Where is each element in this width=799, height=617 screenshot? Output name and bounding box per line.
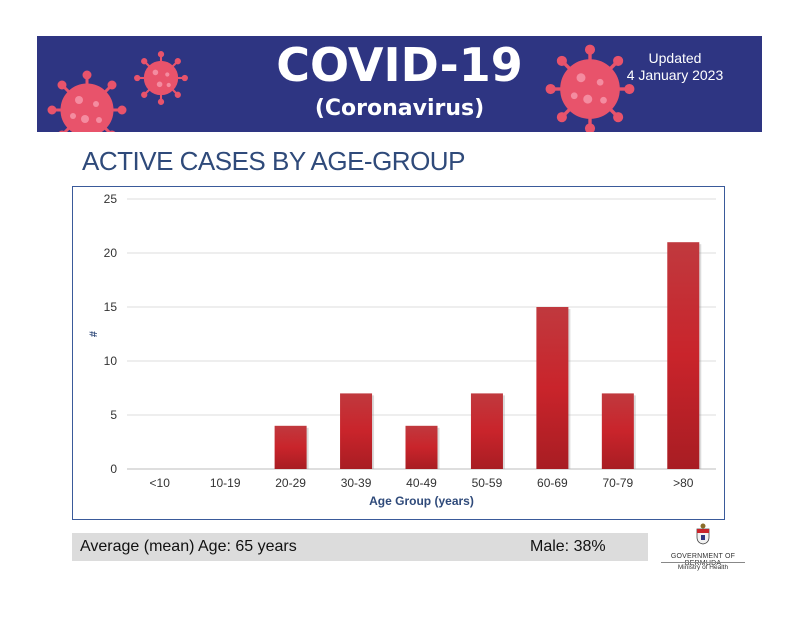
banner-title: COVID-19 bbox=[276, 38, 523, 92]
updated-value: 4 January 2023 bbox=[626, 67, 724, 83]
bar bbox=[601, 393, 634, 469]
x-tick-label: 70-79 bbox=[602, 476, 633, 490]
government-name: GOVERNMENT OF BERMUDA bbox=[670, 553, 736, 567]
x-tick-label: 50-59 bbox=[472, 476, 503, 490]
updated-date: Updated 4 January 2023 bbox=[610, 50, 740, 84]
virus-icon bbox=[47, 70, 127, 132]
bar bbox=[536, 307, 569, 469]
x-tick-label: 20-29 bbox=[275, 476, 306, 490]
virus-icon bbox=[134, 51, 188, 105]
average-age-text: Average (mean) Age: 65 years bbox=[80, 538, 297, 555]
x-tick-label: 60-69 bbox=[537, 476, 568, 490]
x-tick-label: 10-19 bbox=[210, 476, 241, 490]
y-tick-label: 10 bbox=[104, 354, 118, 368]
bar bbox=[274, 425, 307, 469]
ministry-name: Ministry of Health bbox=[677, 564, 729, 571]
bar bbox=[405, 425, 438, 469]
male-percentage-text: Male: 38% bbox=[530, 538, 606, 555]
government-logo: GOVERNMENT OF BERMUDA Ministry of Health bbox=[657, 523, 749, 573]
virus-icon bbox=[545, 44, 635, 132]
updated-label: Updated bbox=[648, 50, 702, 66]
bar bbox=[667, 242, 700, 469]
crest-icon bbox=[696, 523, 710, 545]
y-tick-label: 0 bbox=[110, 462, 117, 476]
info-bar: Average (mean) Age: 65 years Male: 38% bbox=[72, 533, 648, 561]
x-tick-label: 30-39 bbox=[341, 476, 372, 490]
section-title: ACTIVE CASES BY AGE-GROUP bbox=[82, 146, 465, 176]
y-axis-label: # bbox=[88, 331, 100, 337]
bar bbox=[470, 393, 503, 469]
logo-divider bbox=[661, 562, 745, 563]
y-tick-label: 25 bbox=[104, 192, 118, 206]
x-tick-label: <10 bbox=[150, 476, 171, 490]
bar-chart: 0 5 10 15 20 25 <10 10-19 20-29 30-39 40-49 50-59 60… bbox=[88, 192, 716, 508]
x-tick-label: >80 bbox=[673, 476, 694, 490]
y-tick-label: 5 bbox=[110, 408, 117, 422]
x-tick-label: 40-49 bbox=[406, 476, 437, 490]
y-tick-label: 15 bbox=[104, 300, 118, 314]
y-tick-label: 20 bbox=[104, 246, 118, 260]
chart-frame: 0 5 10 15 20 25 <10 10-19 20-29 30-39 40-49 50-59 60… bbox=[72, 186, 725, 520]
bar bbox=[340, 393, 373, 469]
x-axis-label: Age Group (years) bbox=[369, 494, 474, 508]
header-banner: COVID-19 (Coronavirus) Updated 4 January… bbox=[37, 36, 762, 132]
banner-subtitle: (Coronavirus) bbox=[314, 96, 485, 121]
